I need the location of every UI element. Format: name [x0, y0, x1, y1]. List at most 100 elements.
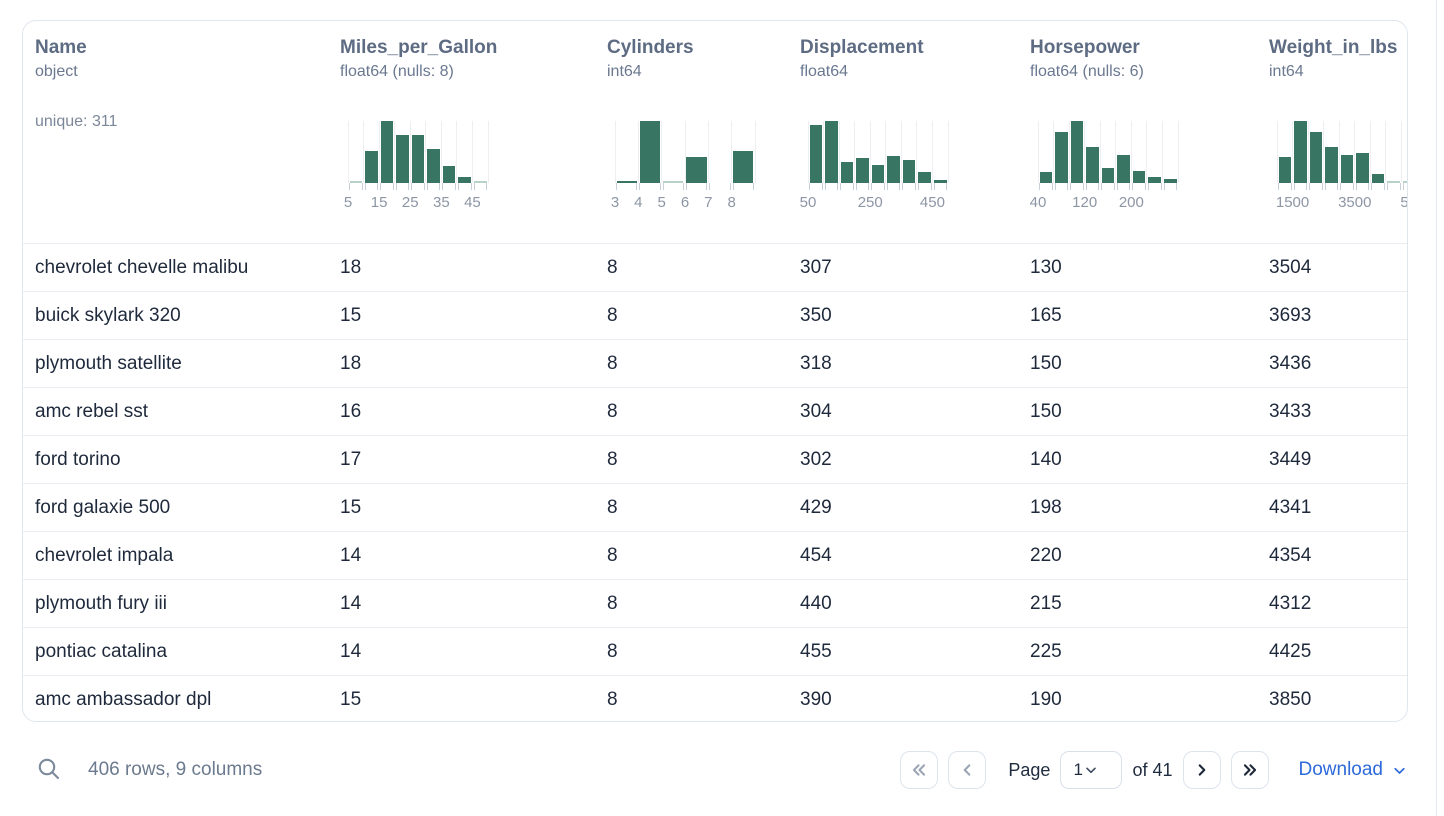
histogram-bin [1147, 121, 1163, 183]
cell-value: 15 [340, 689, 362, 710]
page-label: Page [1008, 759, 1051, 780]
histogram-bin [732, 121, 755, 183]
tick-bracket [457, 183, 472, 190]
histogram-bin [395, 121, 411, 183]
column-type: int64 [1269, 63, 1304, 80]
cell-value: 4312 [1269, 593, 1312, 614]
histogram-Weight_in_lbs[interactable]: 1500 3500 5500 [1276, 121, 1407, 213]
axis-tick-label: 3 [610, 194, 620, 211]
tick-bracket [1116, 183, 1131, 190]
column-header-Miles_per_Gallon[interactable]: Miles_per_Gallon float64 (nulls: 8) 5 15 25 3… [328, 21, 595, 243]
histogram-bin [1116, 121, 1132, 183]
histogram-bars [1277, 121, 1407, 183]
gridline [838, 121, 840, 183]
cell-value: 454 [800, 545, 832, 566]
tick-bracket [1132, 183, 1146, 190]
histogram-bin [426, 121, 442, 183]
axis-tick-label: 50 [799, 194, 817, 211]
page-select[interactable]: 1 [1060, 751, 1123, 789]
previous-page-button[interactable] [948, 751, 987, 789]
gridline [1400, 121, 1402, 183]
cell-value: 220 [1030, 545, 1062, 566]
histogram-bin [1355, 121, 1371, 183]
tick-bracket [473, 183, 488, 190]
search-button[interactable] [36, 756, 62, 785]
tick-bracket [917, 183, 932, 190]
gridline [1369, 121, 1371, 183]
gridline [409, 121, 411, 183]
column-header-Cylinders[interactable]: Cylinders int64 3 4 5 6 7 8 [595, 21, 788, 243]
column-header-Horsepower[interactable]: Horsepower float64 (nulls: 6) 40 120 200 [1018, 21, 1257, 243]
page-count-label: of 41 [1132, 759, 1173, 780]
cell-value: 8 [607, 545, 618, 566]
histogram-Horsepower[interactable]: 40 120 200 [1030, 121, 1179, 213]
cell-value: 3436 [1269, 353, 1312, 374]
histogram-bin [1386, 121, 1402, 183]
axis-tick-label: 5 [657, 194, 666, 211]
histogram-Miles_per_Gallon[interactable]: 5 15 25 35 45 [344, 121, 489, 213]
histogram-Displacement[interactable]: 50 250 450 [800, 121, 949, 213]
column-name: Name [35, 37, 87, 58]
cell-value: 3850 [1269, 689, 1312, 710]
cell-name: buick skylark 320 [35, 305, 181, 326]
histogram-bin [933, 121, 949, 183]
column-header-Displacement[interactable]: Displacement float64 50 250 450 [788, 21, 1018, 243]
last-page-button[interactable] [1230, 751, 1269, 789]
gridline [1354, 121, 1356, 183]
gridline [823, 121, 825, 183]
cell-value: 8 [607, 689, 618, 710]
axis-tick-label: 450 [919, 194, 945, 211]
histogram-bar [1055, 132, 1068, 183]
cell-value: 307 [800, 257, 832, 278]
histogram-bar [442, 166, 456, 183]
gridline [1338, 121, 1340, 183]
data-table-card: Name object unique: 311 Miles_per_Gallon flo… [22, 20, 1408, 722]
row-column-count: 406 rows, 9 columns [88, 759, 263, 780]
table-row: ford galaxie 500 15 8 429 198 4341 [23, 483, 1407, 531]
gridline [885, 121, 887, 183]
tick-bracket [1386, 183, 1401, 190]
gridline [1037, 121, 1039, 183]
histogram-bin [662, 121, 685, 183]
gridline [1161, 121, 1163, 183]
cell-name: pontiac catalina [35, 641, 168, 662]
gridline [807, 121, 809, 183]
download-button[interactable]: Download [1299, 759, 1409, 781]
gridline [394, 121, 396, 183]
cell-value: 165 [1030, 305, 1062, 326]
tick-bracket [1039, 183, 1053, 190]
next-page-button[interactable] [1182, 751, 1221, 789]
histogram-bar [1371, 174, 1385, 183]
gridline [931, 121, 933, 183]
gridline [684, 121, 686, 183]
histogram-bar [902, 160, 916, 183]
axis-tick-label: 8 [727, 194, 736, 211]
column-header-Name[interactable]: Name object unique: 311 [23, 21, 328, 243]
gridline [854, 121, 856, 183]
gridline [378, 121, 380, 183]
column-type: float64 [800, 63, 849, 80]
column-header-Weight_in_lbs[interactable]: Weight_in_lbs int64 1500 3500 5500 [1257, 21, 1407, 243]
table-footer: 406 rows, 9 columns Page 1 [22, 735, 1408, 805]
chevron-right-icon [1191, 759, 1213, 781]
histogram-bar [1278, 157, 1292, 183]
tick-bracket [685, 183, 708, 190]
cell-name: plymouth fury iii [35, 593, 167, 614]
page-select-value: 1 [1073, 760, 1083, 779]
histogram-bar [1387, 181, 1400, 183]
first-page-button[interactable] [900, 751, 939, 789]
histogram-bin [1131, 121, 1147, 183]
histogram-bar [616, 181, 637, 183]
cell-name: chevrolet impala [35, 545, 174, 566]
tick-bracket [1293, 183, 1308, 190]
column-name: Horsepower [1030, 37, 1140, 58]
gridline [614, 121, 616, 183]
axis-tick-label: 45 [464, 194, 481, 211]
gridline [1068, 121, 1070, 183]
histogram-axis-ticks [348, 183, 488, 190]
histogram-axis-ticks [808, 183, 948, 190]
axis-tick-label: 35 [432, 194, 450, 211]
tick-bracket [639, 183, 661, 190]
tick-bracket [1101, 183, 1115, 190]
